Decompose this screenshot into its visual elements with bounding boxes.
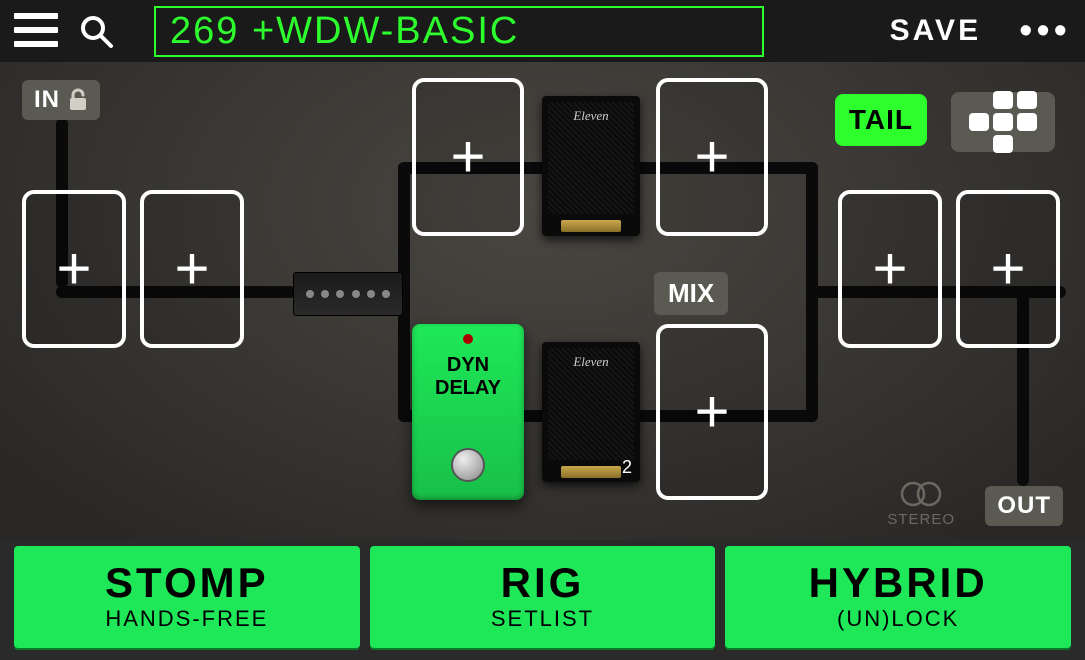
mode-sub-label: SETLIST xyxy=(491,606,594,632)
pedal-label: DYN DELAY xyxy=(435,354,501,400)
rig-area: IN TAIL + + + + + + + Eleven Eleven 2 DY… xyxy=(0,62,1085,540)
in-label: IN xyxy=(34,86,60,114)
search-icon[interactable] xyxy=(76,11,116,51)
stereo-indicator: STEREO xyxy=(887,481,955,528)
pedal-led-icon xyxy=(463,334,473,344)
cabinet-a[interactable]: Eleven xyxy=(542,96,640,236)
cab-brand: Eleven xyxy=(542,354,640,370)
slot-pre-1[interactable]: + xyxy=(22,190,126,348)
slot-path-b-post[interactable]: + xyxy=(656,324,768,500)
slot-pre-2[interactable]: + xyxy=(140,190,244,348)
mode-rig-button[interactable]: RIG SETLIST xyxy=(370,546,716,648)
save-button[interactable]: SAVE xyxy=(890,14,981,48)
output-badge[interactable]: OUT xyxy=(985,486,1063,526)
unlock-icon xyxy=(68,88,88,112)
mode-main-label: STOMP xyxy=(105,562,269,604)
mix-button[interactable]: MIX xyxy=(654,272,728,315)
slot-path-a-post[interactable]: + xyxy=(656,78,768,236)
slot-post-1[interactable]: + xyxy=(838,190,942,348)
pedal-dyn-delay[interactable]: DYN DELAY xyxy=(412,324,524,500)
pedal-footswitch-icon xyxy=(451,448,485,482)
out-label: OUT xyxy=(997,492,1051,520)
amp-head[interactable] xyxy=(293,272,403,316)
slot-path-a-fx[interactable]: + xyxy=(412,78,524,236)
cabinet-b[interactable]: Eleven 2 xyxy=(542,342,640,482)
view-grid-icon[interactable] xyxy=(951,92,1055,152)
more-icon[interactable]: ••• xyxy=(1019,10,1071,53)
input-badge[interactable]: IN xyxy=(22,80,100,120)
cab-number: 2 xyxy=(622,457,632,478)
tail-button[interactable]: TAIL xyxy=(835,94,927,146)
mode-stomp-button[interactable]: STOMP HANDS-FREE xyxy=(14,546,360,648)
mode-main-label: HYBRID xyxy=(809,562,988,604)
preset-title[interactable]: 269 +WDW-BASIC xyxy=(154,6,764,57)
menu-icon[interactable] xyxy=(14,13,58,49)
mode-sub-label: (UN)LOCK xyxy=(837,606,959,632)
cab-brand: Eleven xyxy=(542,108,640,124)
mode-hybrid-button[interactable]: HYBRID (UN)LOCK xyxy=(725,546,1071,648)
mode-sub-label: HANDS-FREE xyxy=(105,606,268,632)
footer-bar: STOMP HANDS-FREE RIG SETLIST HYBRID (UN)… xyxy=(0,546,1085,660)
top-bar: 269 +WDW-BASIC SAVE ••• xyxy=(0,0,1085,62)
slot-post-2[interactable]: + xyxy=(956,190,1060,348)
mode-main-label: RIG xyxy=(501,562,585,604)
